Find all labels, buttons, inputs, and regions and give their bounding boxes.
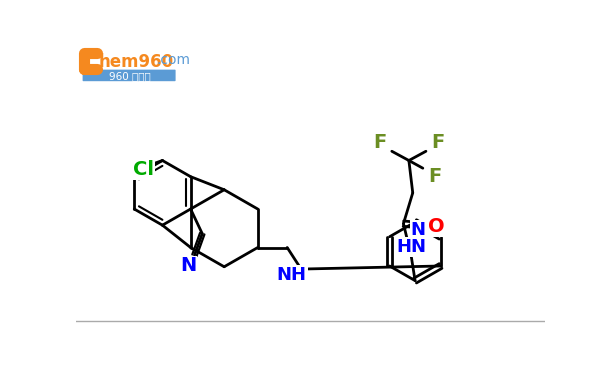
Text: F: F: [428, 167, 441, 186]
Text: O: O: [428, 217, 445, 236]
Text: F: F: [373, 132, 386, 152]
Text: hem960: hem960: [99, 54, 174, 72]
Text: 960 化工网: 960 化工网: [109, 71, 151, 81]
Text: N: N: [411, 221, 426, 239]
Text: .com: .com: [157, 54, 191, 68]
Text: HN: HN: [396, 238, 426, 256]
Text: NH: NH: [277, 266, 307, 284]
Text: F: F: [432, 132, 445, 152]
Text: Cl: Cl: [133, 160, 154, 179]
FancyBboxPatch shape: [83, 70, 175, 81]
Text: N: N: [180, 256, 197, 276]
